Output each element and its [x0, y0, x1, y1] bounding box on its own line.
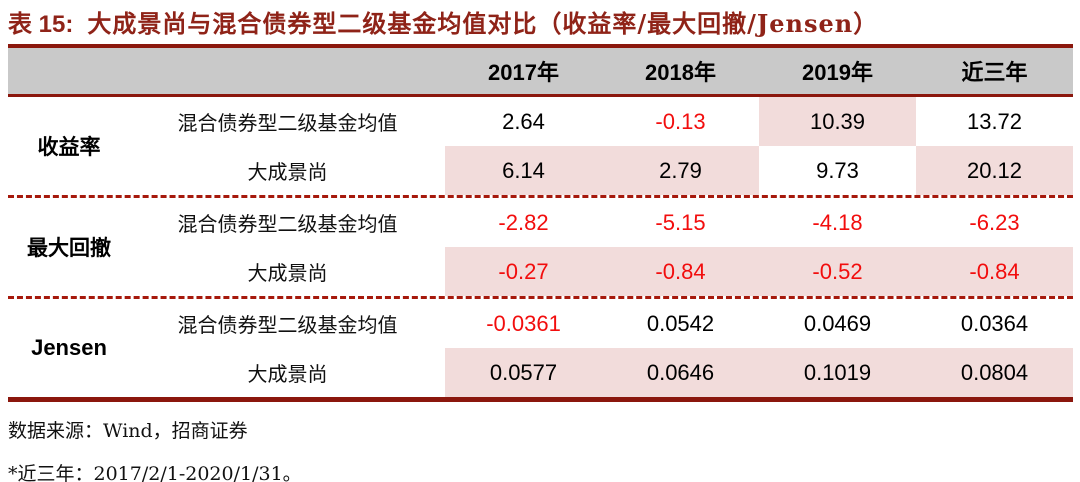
metric-label-max-drawdown: 最大回撤: [27, 235, 111, 260]
metric-group-return: 收益率 混合债券型二级基金均值 2.64 -0.13 10.39 13.72 大…: [8, 97, 1073, 195]
value-cell: 20.12: [916, 146, 1073, 195]
value-cell: -0.0361: [486, 310, 561, 336]
value-cell: 0.0364: [960, 310, 1029, 336]
value-cell: -6.23: [969, 209, 1020, 235]
table-title: 表 15: 大成景尚与混合债券型二级基金均值对比（收益率/最大回撤/Jensen）: [8, 8, 1073, 41]
value-cell: 2.79: [602, 146, 759, 195]
value-cell: 0.0469: [803, 310, 872, 336]
header-label-spacer: [130, 48, 445, 94]
column-header-2019: 2019年: [802, 60, 873, 85]
value-cell: 0.0804: [916, 348, 1073, 397]
row-label-benchmark: 混合债券型二级基金均值: [177, 111, 398, 135]
value-cell: -2.82: [498, 209, 549, 235]
column-header-2018: 2018年: [645, 60, 716, 85]
table-number: 表 15:: [8, 11, 74, 38]
value-cell: 10.39: [759, 97, 916, 146]
value-cell: 9.73: [816, 157, 859, 183]
metric-group-jensen: Jensen 混合债券型二级基金均值 -0.0361 0.0542 0.0469…: [8, 296, 1073, 397]
value-cell: 6.14: [445, 146, 602, 195]
metric-label-jensen: Jensen: [31, 335, 107, 360]
comparison-table: 2017年 2018年 2019年 近三年 收益率 混合债券型二级基金均值 2.…: [8, 44, 1073, 402]
value-cell: -0.27: [445, 247, 602, 296]
value-cell: 0.0542: [646, 310, 715, 336]
metric-label-return: 收益率: [37, 134, 101, 159]
value-cell: -0.13: [655, 108, 706, 134]
footnote-period: *近三年：2017/2/1-2020/1/31。: [8, 463, 302, 482]
data-source-note: 数据来源：Wind，招商证券: [8, 420, 248, 442]
value-cell: -5.15: [655, 209, 706, 235]
value-cell: 0.0577: [445, 348, 602, 397]
table-header-row: 2017年 2018年 2019年 近三年: [8, 48, 1073, 97]
value-cell: 13.72: [966, 108, 1023, 134]
column-header-2017: 2017年: [488, 60, 559, 85]
row-label-fund: 大成景尚: [247, 362, 328, 386]
header-metric-spacer: [8, 48, 130, 94]
row-label-fund: 大成景尚: [247, 261, 328, 285]
value-cell: 0.1019: [759, 348, 916, 397]
table-title-text: 大成景尚与混合债券型二级基金均值对比（收益率/最大回撤/Jensen）: [87, 9, 879, 38]
metric-group-max-drawdown: 最大回撤 混合债券型二级基金均值 -2.82 -5.15 -4.18 -6.23…: [8, 195, 1073, 296]
row-label-benchmark: 混合债券型二级基金均值: [177, 212, 398, 236]
value-cell: 0.0646: [602, 348, 759, 397]
value-cell: -0.84: [602, 247, 759, 296]
row-label-fund: 大成景尚: [247, 160, 328, 184]
value-cell: -0.52: [759, 247, 916, 296]
row-label-benchmark: 混合债券型二级基金均值: [177, 313, 398, 337]
value-cell: 2.64: [502, 108, 545, 134]
column-header-3yr: 近三年: [961, 60, 1028, 85]
value-cell: -4.18: [812, 209, 863, 235]
value-cell: -0.84: [916, 247, 1073, 296]
